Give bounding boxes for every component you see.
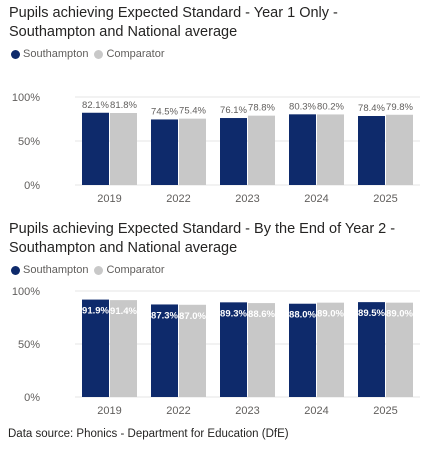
data-label: 75.4% <box>179 106 206 117</box>
legend-item-comparator[interactable]: Comparator <box>94 264 165 276</box>
chart-title-line-2: Southampton and National average <box>9 240 238 256</box>
bar-southampton-2025[interactable] <box>358 302 385 397</box>
chart-panel-end-year2: Pupils achieving Expected Standard - By … <box>0 213 433 423</box>
data-label: 89.0% <box>386 309 413 320</box>
legend: Southampton Comparator <box>11 48 171 60</box>
data-label: 87.0% <box>179 311 206 322</box>
x-tick-label: 2025 <box>373 405 397 417</box>
data-source-note: Data source: Phonics - Department for Ed… <box>8 428 289 440</box>
data-label: 78.4% <box>358 103 385 114</box>
data-label: 91.9% <box>82 306 109 317</box>
chart-title-line-2: Southampton and National average <box>9 24 238 40</box>
data-label: 89.0% <box>317 309 344 320</box>
bar-comparator-2023[interactable] <box>248 115 275 185</box>
y-tick-label: 100% <box>12 286 40 298</box>
legend-swatch-southampton <box>11 49 20 59</box>
data-label: 89.5% <box>358 308 385 319</box>
bar-southampton-2022[interactable] <box>151 119 178 185</box>
data-label: 80.2% <box>317 101 344 112</box>
x-tick-label: 2023 <box>235 193 259 205</box>
y-tick-label: 50% <box>18 339 40 351</box>
y-tick-label: 50% <box>18 136 40 148</box>
legend-swatch-comparator <box>94 49 104 59</box>
data-label: 74.5% <box>151 106 178 117</box>
chart-title-line-1: Pupils achieving Expected Standard - By … <box>9 221 396 237</box>
bar-comparator-2019[interactable] <box>110 300 137 397</box>
bar-southampton-2024[interactable] <box>289 303 316 397</box>
data-label: 91.4% <box>110 306 137 317</box>
y-tick-label: 0% <box>24 180 40 192</box>
bar-chart-year1: 0% 50% 100% 82.1% 81.8% 2019 74.5% 75.4% 2022 76.… <box>12 92 420 205</box>
x-tick-label: 2022 <box>166 193 190 205</box>
legend-item-southampton[interactable]: Southampton <box>11 48 88 60</box>
bar-southampton-2019[interactable] <box>82 112 109 185</box>
x-tick-label: 2022 <box>166 405 190 417</box>
legend-swatch-comparator <box>94 265 104 275</box>
data-label: 87.3% <box>151 310 178 321</box>
legend-label-southampton: Southampton <box>23 48 89 60</box>
data-label: 80.3% <box>289 101 316 112</box>
legend-label-southampton: Southampton <box>23 264 89 276</box>
bar-southampton-2023[interactable] <box>220 118 247 185</box>
chart-title: Pupils achieving Expected Standard - Yea… <box>9 4 338 42</box>
y-tick-label: 100% <box>12 92 40 104</box>
bar-southampton-2019[interactable] <box>82 299 109 397</box>
data-label: 88.0% <box>289 310 316 321</box>
legend-item-comparator[interactable]: Comparator <box>94 48 165 60</box>
data-label: 88.6% <box>248 309 275 320</box>
bar-southampton-2025[interactable] <box>358 116 385 185</box>
legend-label-comparator: Comparator <box>106 264 165 276</box>
x-tick-label: 2023 <box>235 405 259 417</box>
legend: Southampton Comparator <box>11 264 171 276</box>
bar-comparator-2019[interactable] <box>110 113 137 185</box>
x-tick-label: 2019 <box>97 405 121 417</box>
x-tick-label: 2025 <box>373 193 397 205</box>
x-tick-label: 2024 <box>304 405 328 417</box>
x-tick-label: 2024 <box>304 193 328 205</box>
bar-comparator-2022[interactable] <box>179 118 206 185</box>
legend-label-comparator: Comparator <box>106 48 165 60</box>
data-label: 82.1% <box>82 100 109 111</box>
bar-southampton-2023[interactable] <box>220 302 247 397</box>
chart-title: Pupils achieving Expected Standard - By … <box>9 220 395 258</box>
bar-southampton-2022[interactable] <box>151 304 178 397</box>
bar-comparator-2025[interactable] <box>386 302 413 397</box>
data-label: 79.8% <box>386 102 413 113</box>
chart-panel-year1: Pupils achieving Expected Standard - Yea… <box>0 0 433 205</box>
bar-comparator-2022[interactable] <box>179 304 206 397</box>
y-tick-label: 0% <box>24 392 40 404</box>
bar-comparator-2024[interactable] <box>317 114 344 185</box>
data-label: 76.1% <box>220 105 247 116</box>
data-label: 78.8% <box>248 103 275 114</box>
x-tick-label: 2019 <box>97 193 121 205</box>
data-label: 81.8% <box>110 100 137 111</box>
bar-comparator-2025[interactable] <box>386 114 413 185</box>
bar-comparator-2024[interactable] <box>317 302 344 397</box>
chart-title-line-1: Pupils achieving Expected Standard - Yea… <box>9 5 338 21</box>
legend-swatch-southampton <box>11 265 20 275</box>
bar-southampton-2024[interactable] <box>289 114 316 185</box>
legend-item-southampton[interactable]: Southampton <box>11 264 88 276</box>
bar-chart-end-year2: 0% 50% 100% 91.9% 91.4% 2019 87.3% 87.0% 2022 89.… <box>12 286 420 417</box>
bar-comparator-2023[interactable] <box>248 303 275 397</box>
data-label: 89.3% <box>220 308 247 319</box>
